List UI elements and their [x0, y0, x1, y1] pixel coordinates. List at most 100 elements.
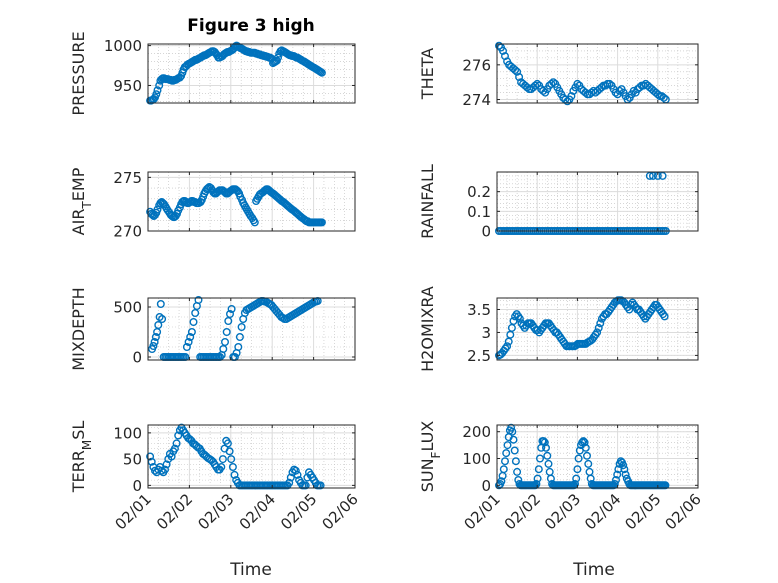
data-point	[539, 437, 548, 446]
y-axis-label: MIXDEPTH	[69, 287, 88, 370]
subplot-rainfall: 0 0.1 0.2 RAINFALL	[418, 164, 699, 241]
x-tick-label: 02/02	[501, 490, 544, 533]
data-point	[228, 463, 237, 472]
data-point	[571, 480, 580, 489]
data-point	[549, 78, 558, 87]
y-tick-label: 200	[462, 423, 491, 441]
y-axis-label: PRESSURE	[69, 31, 88, 115]
data-point	[495, 41, 504, 50]
y-tick-label: 2.5	[467, 347, 491, 365]
data-point	[611, 88, 620, 97]
data-point	[160, 465, 169, 474]
data-point	[154, 321, 163, 330]
y-axis-label: RAINFALL	[418, 164, 437, 239]
y-tick-label: 0.2	[467, 183, 491, 201]
data-point	[573, 79, 582, 88]
axes-box	[147, 424, 356, 489]
data-point	[578, 438, 587, 447]
x-axis-label-left: Time	[229, 560, 272, 580]
data-point	[532, 480, 541, 489]
y-tick-label: 3.5	[467, 301, 491, 319]
data-point	[235, 333, 244, 342]
data-point	[620, 465, 629, 474]
data-point	[219, 345, 228, 354]
data-point	[584, 459, 593, 468]
y-axis-label: TERRMSL	[69, 421, 94, 494]
data-point	[539, 86, 548, 95]
data-point	[531, 81, 540, 90]
data-point	[507, 423, 516, 432]
data-point	[533, 79, 542, 88]
axes-box	[496, 43, 699, 104]
data-point	[510, 446, 519, 455]
data-point	[170, 444, 179, 453]
y-tick-label: 3	[481, 324, 491, 342]
data-point	[534, 465, 543, 474]
data-point	[495, 481, 504, 490]
data-point	[503, 342, 512, 351]
data-point	[583, 451, 592, 460]
data-point	[237, 323, 246, 332]
data-point	[615, 86, 624, 95]
data-point	[191, 309, 200, 318]
data-point	[536, 454, 545, 463]
data-point	[218, 455, 227, 464]
data-point	[594, 323, 603, 332]
x-tick-label: 02/04	[236, 490, 279, 533]
data-point	[151, 333, 160, 342]
y-axis-label: AIRTEMP	[69, 167, 94, 235]
data-point	[531, 481, 540, 490]
y-tick-label: 275	[113, 169, 142, 187]
y-tick-label: 950	[113, 77, 142, 95]
data-point	[227, 305, 236, 314]
data-point	[501, 457, 510, 466]
data-point	[533, 474, 542, 483]
data-point	[511, 65, 520, 74]
y-tick-label: 1000	[104, 37, 142, 55]
y-tick-label: 0.1	[467, 203, 491, 221]
y-tick-label: 0	[132, 477, 142, 495]
data-point	[194, 296, 203, 305]
data-point	[597, 83, 606, 92]
data-point	[593, 328, 602, 337]
x-tick-label: 02/04	[581, 490, 624, 533]
y-axis-label: H2OMIXRA	[418, 286, 437, 372]
x-tick-label: 02/01	[112, 490, 155, 533]
data-point	[291, 466, 300, 475]
data-point	[172, 439, 181, 448]
y-tick-label: 100	[113, 424, 142, 442]
data-point	[659, 93, 668, 102]
x-tick-label: 02/05	[277, 490, 320, 533]
data-point	[658, 171, 667, 180]
data-point	[149, 342, 158, 351]
data-point	[613, 470, 622, 479]
subplot-mixdepth: 0 500 MIXDEPTH	[69, 287, 356, 371]
data-point	[285, 478, 294, 487]
data-point	[596, 319, 605, 328]
data-point	[184, 338, 193, 347]
data-point	[222, 328, 231, 337]
data-point	[316, 481, 325, 490]
data-point	[150, 338, 159, 347]
data-point	[573, 465, 582, 474]
y-axis-label: THETA	[418, 48, 437, 100]
data-point	[301, 481, 310, 490]
data-point	[497, 477, 506, 486]
data-point	[203, 184, 212, 193]
axes-box	[496, 297, 699, 361]
data-point	[162, 460, 171, 469]
x-tick-label: 02/03	[541, 490, 584, 533]
data-point	[152, 90, 161, 99]
axes-box	[496, 171, 699, 232]
data-point	[220, 338, 229, 347]
y-tick-label: 50	[123, 451, 142, 469]
data-point	[511, 457, 520, 466]
data-point	[572, 474, 581, 483]
data-point	[293, 470, 302, 479]
subplot-theta: 274 276 THETA	[418, 41, 699, 109]
data-point	[230, 470, 239, 479]
y-tick-label: 500	[113, 299, 142, 317]
data-point	[645, 171, 654, 180]
